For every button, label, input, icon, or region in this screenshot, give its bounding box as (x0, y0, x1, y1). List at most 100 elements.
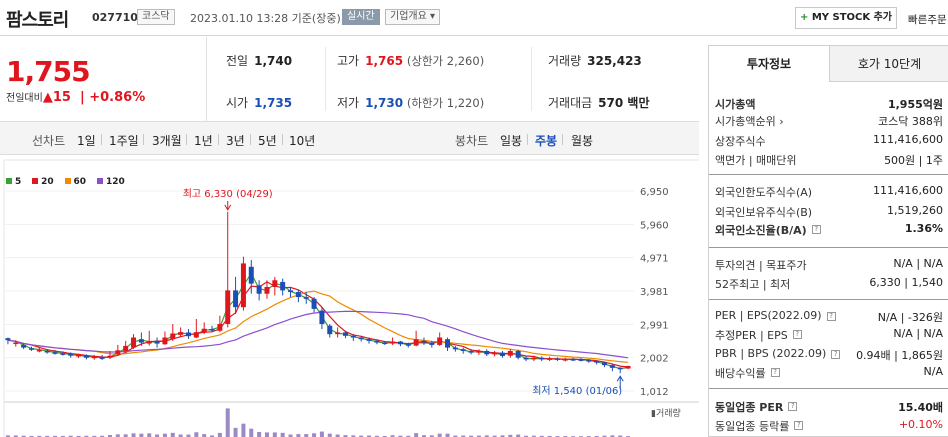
candle-body (437, 337, 443, 345)
period-3m[interactable]: 3개월 (152, 134, 182, 148)
tab-orderbook[interactable]: 호가 10단계 (829, 46, 948, 82)
help-icon[interactable]: ? (811, 225, 821, 234)
section-divider (709, 299, 948, 300)
quick-order-link[interactable]: 빠른주문 (908, 14, 947, 26)
y-tick-label: 5,960 (640, 220, 669, 231)
info-row-value: 111,416,600 (873, 133, 943, 146)
volume-bar (524, 435, 529, 437)
market-badge: 코스닥 (137, 9, 175, 25)
candle-body (594, 361, 600, 363)
volume-bar (406, 435, 411, 437)
candle-body (91, 356, 97, 359)
volume-bar (264, 432, 269, 437)
volume-bar (469, 435, 474, 437)
candle-body (452, 347, 458, 350)
add-mystock-label: MY STOCK 추가 (811, 12, 893, 23)
candle-body (445, 339, 451, 348)
candle-body (476, 350, 482, 353)
stat-amount: 거래대금 570 백만 (548, 96, 650, 110)
candle-body (272, 280, 278, 287)
volume-bar (100, 435, 105, 437)
help-icon[interactable]: ? (788, 402, 798, 411)
volume-bar (115, 434, 120, 437)
help-icon[interactable]: ? (831, 350, 841, 359)
high-arrow-head (224, 204, 232, 211)
candle-body (68, 353, 74, 356)
candle-body (523, 357, 529, 360)
candle-body (28, 348, 34, 350)
candle-body (602, 362, 608, 366)
volume-bar (610, 435, 615, 437)
info-row: 52주최고 | 최저 6,330 | 1,540 (715, 276, 947, 292)
stat-high: 고가 1,765 (상한가 2,260) (337, 54, 485, 68)
stock-code: 027710 (92, 11, 138, 24)
candle-body (547, 358, 553, 360)
realtime-badge[interactable]: 실시간 (342, 9, 380, 25)
volume-bar (516, 434, 521, 437)
candle-body (335, 332, 341, 335)
volume-bar (45, 435, 50, 437)
help-icon[interactable]: ? (794, 421, 804, 430)
volume-bar (217, 432, 222, 437)
volume-bar (280, 432, 285, 437)
volume-bar (476, 435, 481, 437)
candle-body (233, 290, 239, 308)
period-3y[interactable]: 3년 (226, 134, 245, 148)
volume-bar (37, 435, 42, 437)
stat-low: 저가 1,730 (하한가 1,220) (337, 96, 485, 110)
info-row-value: 15.40배 (898, 401, 943, 414)
info-row-value: 111,416,600 (873, 184, 943, 197)
candle-body (146, 340, 152, 344)
period-1w[interactable]: 1주일 (109, 134, 139, 148)
change-value: 15 (52, 90, 71, 105)
candle-body (421, 340, 427, 343)
low-arrow-head (616, 375, 624, 382)
candle-body (562, 359, 568, 361)
stat-volume: 거래량 325,423 (548, 54, 642, 68)
volume-bar (429, 435, 434, 437)
candle-body (13, 342, 19, 345)
info-row: 외국인한도주식수(A) 111,416,600 (715, 184, 947, 200)
candle-body (83, 355, 89, 358)
timestamp: 2023.01.10 13:28 기준(장중) (190, 12, 341, 25)
info-row-label: 52주최고 | 최저 (715, 278, 791, 291)
change-label: 전일대비 (6, 93, 43, 104)
period-5y[interactable]: 5년 (258, 134, 277, 148)
candle-body (358, 337, 364, 340)
volume-bar (414, 433, 419, 437)
volume-bar (618, 435, 623, 437)
period-1y[interactable]: 1년 (194, 134, 213, 148)
info-row: PER | EPS(2022.09)? N/A | -326원 (715, 309, 947, 325)
candle-weekly[interactable]: 주봉 (535, 134, 558, 148)
invest-info-panel: 투자정보 호가 10단계 시가총액 1,955억원 시가총액순위 › 코스닥 388위… (708, 45, 948, 437)
volume-bar (68, 435, 73, 437)
help-icon[interactable]: ? (792, 330, 802, 339)
tab-invest-info[interactable]: 투자정보 (709, 46, 829, 82)
candle-body (609, 365, 615, 368)
help-icon[interactable]: ? (770, 368, 780, 377)
volume-bar (84, 435, 89, 437)
candle-monthly[interactable]: 월봉 (571, 134, 594, 148)
candle-body (115, 350, 121, 355)
volume-bar (547, 435, 552, 437)
period-1d[interactable]: 1일 (77, 134, 96, 148)
volume-bar (29, 435, 34, 437)
candle-body (295, 292, 301, 298)
add-mystock-button[interactable]: + MY STOCK 추가 (795, 7, 897, 29)
candle-body (209, 329, 215, 331)
company-info-dropdown[interactable]: 기업개요 ▾ (385, 9, 441, 25)
candle-daily[interactable]: 일봉 (500, 134, 523, 148)
candle-body (123, 345, 129, 351)
stat-open: 시가 1,735 (226, 96, 293, 110)
candle-body (405, 344, 411, 346)
info-row-label: 외국인소진율(B/A) (715, 224, 807, 237)
ma-legend: 5 20 60 120 (6, 177, 133, 187)
help-icon[interactable]: ? (826, 312, 836, 321)
y-tick-label: 3,981 (640, 287, 669, 298)
volume-bar (194, 432, 199, 437)
period-10y[interactable]: 10년 (289, 134, 316, 148)
price-change: 전일대비▲15 | +0.86% (6, 90, 146, 105)
candle-body (460, 349, 466, 351)
info-tabs: 투자정보 호가 10단계 (709, 46, 948, 82)
candle-body (185, 332, 191, 337)
